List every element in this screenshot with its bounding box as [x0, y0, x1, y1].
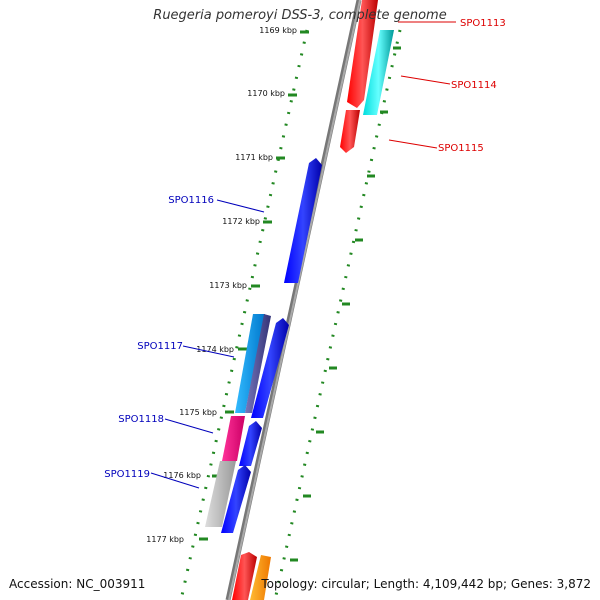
topology-text: Topology: circular; Length: 4,109,442 bp…: [261, 577, 591, 591]
leader-spo1114: [400, 75, 451, 85]
gene-blue-low[interactable]: [221, 465, 251, 533]
leader-spo1119: [150, 472, 200, 489]
tick-label: 1173 kbp: [209, 281, 247, 290]
gene-spo1118[interactable]: [222, 416, 245, 461]
inner-ticks: [290, 46, 401, 562]
accession-text: Accession: NC_003911: [9, 577, 146, 591]
gene-spo1116[interactable]: [284, 158, 322, 283]
genome-backbone-highlight: [228, 0, 361, 600]
tick-label: 1176 kbp: [163, 471, 201, 480]
leader-spo1117: [182, 345, 235, 358]
inner-tick-ring: [273, 29, 402, 600]
leader-spo1115: [388, 139, 438, 149]
tick-label: 1177 kbp: [146, 535, 184, 544]
gene-spo1117b[interactable]: [245, 314, 271, 413]
gene-bottom-orange[interactable]: [250, 555, 271, 600]
leader-spo1116: [216, 199, 265, 213]
gene-blue-mid[interactable]: [251, 318, 289, 418]
gene-spo1117[interactable]: [235, 314, 265, 413]
gene-label-spo1116[interactable]: SPO1116: [168, 195, 214, 206]
gene-label-spo1115[interactable]: SPO1115: [438, 143, 484, 154]
gene-label-spo1119[interactable]: SPO1119: [104, 469, 150, 480]
gene-spo1114[interactable]: [363, 30, 394, 115]
gene-spo1115[interactable]: [340, 110, 360, 153]
gene-label-spo1113[interactable]: SPO1113: [460, 18, 506, 29]
tick-label: 1170 kbp: [247, 89, 285, 98]
tick-label: 1175 kbp: [179, 408, 217, 417]
tick-label: 1172 kbp: [222, 217, 260, 226]
gene-blue-small[interactable]: [239, 421, 262, 466]
outer-tick-ring: [179, 29, 309, 600]
tick-label: 1169 kbp: [259, 26, 297, 35]
gene-spo1119[interactable]: [205, 461, 236, 527]
gene-label-spo1114[interactable]: SPO1114: [451, 80, 497, 91]
tick-label: 1174 kbp: [196, 345, 234, 354]
map-title: Ruegeria pomeroyi DSS-3, complete genome: [153, 8, 447, 23]
gene-spo1113[interactable]: [347, 0, 378, 108]
gene-bottom-red[interactable]: [232, 552, 257, 600]
leader-spo1118: [164, 418, 214, 434]
tick-label: 1171 kbp: [235, 153, 273, 162]
gene-label-spo1117[interactable]: SPO1117: [137, 341, 183, 352]
gene-label-spo1118[interactable]: SPO1118: [118, 414, 164, 425]
